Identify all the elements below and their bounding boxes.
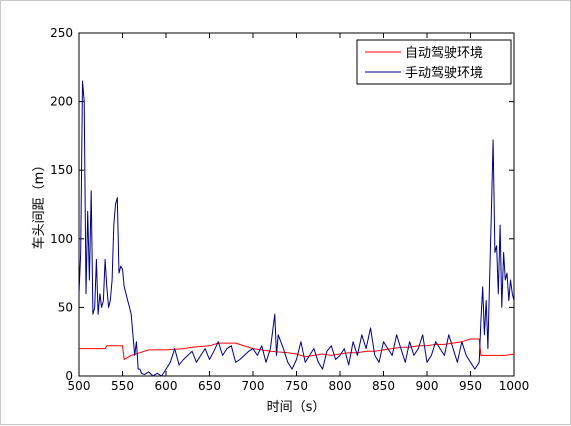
x-tick-label: 650 [198, 379, 221, 393]
legend-box [356, 39, 512, 85]
series-layer [78, 80, 515, 377]
y-tick-label: 100 [50, 232, 73, 246]
x-tick-label: 800 [329, 379, 352, 393]
y-tick-label: 50 [58, 300, 73, 314]
y-tick-label: 250 [50, 26, 73, 40]
series-line-manual [78, 80, 515, 377]
x-tick-label: 700 [242, 379, 265, 393]
legend: 自动驾驶环境 手动驾驶环境 [356, 39, 512, 85]
x-tick-label: 600 [155, 379, 178, 393]
y-axis: 0 50 100 150 200 250 [50, 26, 514, 383]
y-axis-label: 车头间距（m） [31, 159, 47, 250]
x-axis-label: 时间（s） [267, 400, 326, 415]
y-tick-label: 150 [50, 163, 73, 177]
y-tick-label: 200 [50, 95, 73, 109]
x-tick-label: 950 [459, 379, 482, 393]
x-tick-label: 850 [372, 379, 395, 393]
x-tick-label: 900 [416, 379, 439, 393]
x-tick-label: 500 [68, 379, 91, 393]
y-tick-label: 0 [65, 369, 73, 383]
x-axis: 500 550 600 650 700 750 800 850 900 950 1000 [68, 33, 530, 393]
legend-label-auto: 自动驾驶环境 [405, 46, 483, 61]
plot-area [78, 32, 515, 377]
x-tick-label: 750 [285, 379, 308, 393]
x-tick-label: 1000 [499, 379, 530, 393]
series-line-auto [79, 338, 515, 360]
legend-label-manual: 手动驾驶环境 [405, 66, 483, 81]
x-tick-label: 550 [111, 379, 134, 393]
